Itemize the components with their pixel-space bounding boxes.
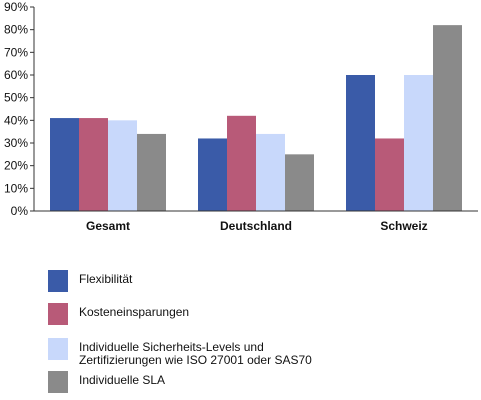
legend-swatch-sicherheits-levels bbox=[48, 338, 68, 360]
legend-label-flexibilitaet: Flexibilität bbox=[79, 272, 133, 286]
y-tick-label: 20% bbox=[4, 159, 28, 173]
x-tick-label-gesamt: Gesamt bbox=[86, 219, 130, 233]
bar-gesamt-2 bbox=[79, 118, 108, 211]
legend-label-individuelle-sla: Individuelle SLA bbox=[79, 373, 166, 387]
bar-deutschland-2 bbox=[227, 115, 256, 211]
legend-swatch-kosteneinsparungen bbox=[48, 303, 68, 325]
bar-deutschland-1 bbox=[198, 138, 227, 211]
y-tick-label: 30% bbox=[4, 136, 28, 150]
y-tick-label: 40% bbox=[4, 113, 28, 127]
legend-swatch-flexibilitaet bbox=[48, 270, 68, 292]
legend-item-flexibilitaet: Flexibilität bbox=[48, 270, 132, 292]
legend-swatch-individuelle-sla bbox=[48, 371, 68, 393]
y-tick-label: 90% bbox=[4, 0, 28, 14]
legend-label-kosteneinsparungen: Kosteneinsparungen bbox=[79, 305, 190, 319]
y-tick-label: 10% bbox=[4, 181, 28, 195]
legend-item-individuelle-sla: Individuelle SLA bbox=[48, 371, 165, 393]
bar-gesamt-1 bbox=[50, 118, 79, 211]
x-tick-label-schweiz: Schweiz bbox=[380, 219, 427, 233]
y-tick-label: 60% bbox=[4, 68, 28, 82]
bar-schweiz-4 bbox=[433, 25, 462, 212]
y-tick-label: 50% bbox=[4, 91, 28, 105]
y-tick-label: 80% bbox=[4, 23, 28, 37]
bar-deutschland-3 bbox=[256, 133, 285, 211]
bar-deutschland-4 bbox=[285, 154, 314, 211]
bar-gesamt-4 bbox=[137, 133, 166, 211]
bars bbox=[50, 25, 462, 212]
bar-gesamt-3 bbox=[108, 120, 137, 211]
bar-schweiz-3 bbox=[404, 75, 433, 211]
bar-schweiz-2 bbox=[375, 138, 404, 211]
bar-schweiz-1 bbox=[346, 75, 375, 211]
x-tick-label-deutschland: Deutschland bbox=[220, 219, 292, 233]
legend-item-sicherheits-levels: Individuelle Sicherheits-Levels und Zert… bbox=[48, 338, 312, 367]
legend-item-kosteneinsparungen: Kosteneinsparungen bbox=[48, 303, 189, 325]
y-tick-label: 70% bbox=[4, 45, 28, 59]
x-axis: Gesamt Deutschland Schweiz bbox=[34, 210, 478, 233]
bar-chart: 0% 10% 20% 30% 40% 50% 60% 70% 80% 90% Gesamt Deut… bbox=[4, 0, 478, 233]
y-axis: 0% 10% 20% 30% 40% 50% 60% 70% 80% 90% bbox=[4, 0, 35, 218]
legend-label-sicherheits-levels: Individuelle Sicherheits-Levels und Zert… bbox=[79, 340, 312, 367]
y-tick-label: 0% bbox=[11, 204, 29, 218]
